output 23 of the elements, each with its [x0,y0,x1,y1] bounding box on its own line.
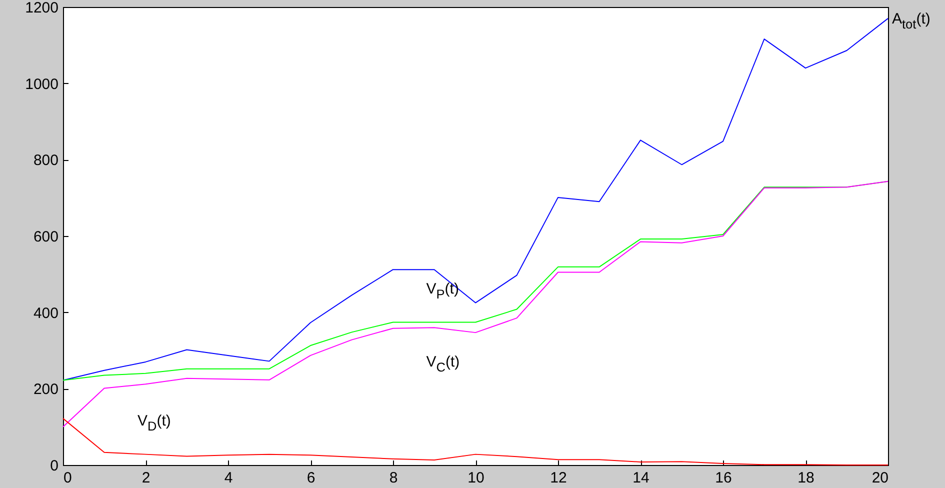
y-tick-label: 600 [33,228,58,246]
x-tick-label: 4 [224,470,233,486]
x-tick-label: 2 [142,470,150,486]
x-tick-label: 12 [550,470,567,486]
y-tick-label: 1000 [25,76,58,93]
y-tick-label: 200 [33,381,58,398]
x-tick-label: 18 [798,470,814,486]
x-tick-label: 10 [468,470,484,486]
annotation: A$_{tot}$(t) [892,10,930,32]
y-tick-label: 1200 [25,0,58,16]
y-tick-label: 0 [50,458,58,474]
annotation: V$_{P}$(t) [426,280,459,302]
y-tick-label: 400 [33,304,58,322]
x-tick-label: 20 [872,470,888,486]
line-series [62,18,888,381]
x-tick-label: 14 [632,470,650,486]
x-tick-label: 6 [306,470,316,486]
y-tick-label: 800 [33,152,58,170]
x-tick-label: 16 [715,470,732,486]
annotation: V$_{C}$(t) [426,354,460,375]
annotation: V$_{D}$(t) [138,412,171,434]
x-tick-label: 0 [64,470,72,486]
x-tick-label: 8 [389,470,398,486]
